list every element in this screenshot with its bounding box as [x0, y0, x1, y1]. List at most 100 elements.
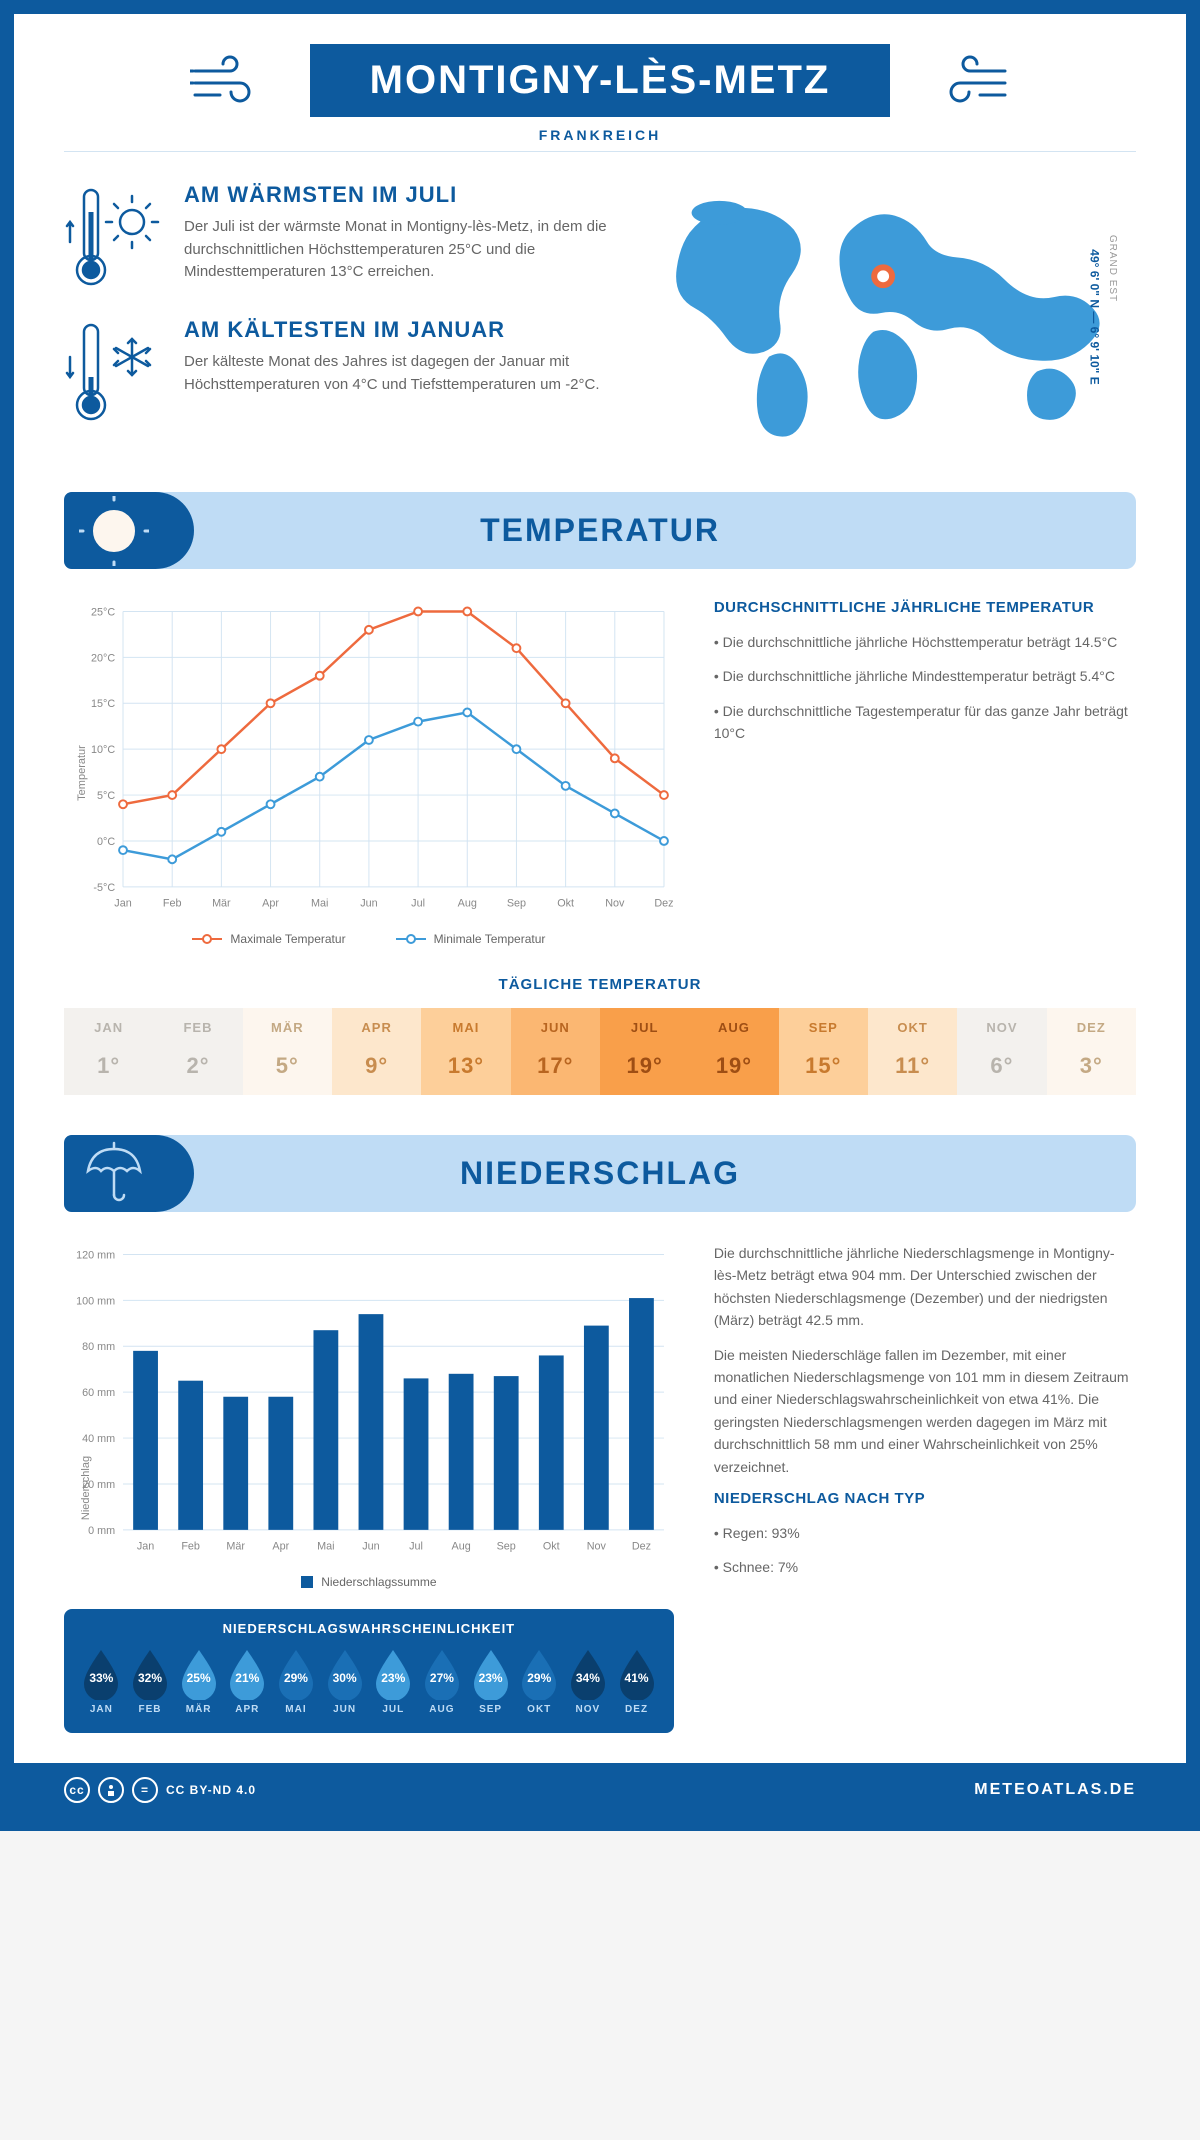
world-map-svg	[640, 182, 1136, 442]
precip-prob-title: NIEDERSCHLAGSWAHRSCHEINLICHKEIT	[79, 1621, 659, 1636]
svg-text:Nov: Nov	[605, 898, 625, 910]
nd-icon: =	[132, 1777, 158, 1803]
precip-title: NIEDERSCHLAG	[84, 1155, 1116, 1192]
cc-icon: cc	[64, 1777, 90, 1803]
svg-text:Jun: Jun	[360, 898, 377, 910]
coldest-title: AM KÄLTESTEN IM JANUAR	[184, 317, 610, 343]
precip-chart-row: Niederschlag 0 mm20 mm40 mm60 mm80 mm100…	[64, 1242, 1136, 1733]
daily-temp-cell: APR9°	[332, 1008, 421, 1095]
svg-text:80 mm: 80 mm	[82, 1341, 115, 1353]
temperature-title: TEMPERATUR	[84, 512, 1116, 549]
precip-type-title: NIEDERSCHLAG NACH TYP	[714, 1490, 1136, 1507]
temperature-line-chart: Temperatur -5°C0°C5°C10°C15°C20°C25°CJan…	[64, 599, 674, 946]
svg-text:Dez: Dez	[632, 1541, 651, 1553]
precip-prob-drop: 29%MAI	[274, 1648, 319, 1715]
svg-text:20°C: 20°C	[91, 652, 115, 664]
warmest-block: AM WÄRMSTEN IM JULI Der Juli ist der wär…	[64, 182, 610, 292]
svg-text:60 mm: 60 mm	[82, 1387, 115, 1399]
precip-banner: NIEDERSCHLAG	[64, 1135, 1136, 1212]
svg-text:Aug: Aug	[458, 898, 477, 910]
svg-text:Jun: Jun	[362, 1541, 379, 1553]
daily-temp-cell: JUN17°	[511, 1008, 600, 1095]
precip-legend-label: Niederschlagssumme	[321, 1575, 436, 1589]
temp-side-title: DURCHSCHNITTLICHE JÄHRLICHE TEMPERATUR	[714, 599, 1136, 616]
svg-text:40 mm: 40 mm	[82, 1433, 115, 1445]
daily-temp-title: TÄGLICHE TEMPERATUR	[64, 976, 1136, 993]
daily-temp-cell: FEB2°	[153, 1008, 242, 1095]
svg-text:10°C: 10°C	[91, 744, 115, 756]
warmest-title: AM WÄRMSTEN IM JULI	[184, 182, 610, 208]
precip-probability: NIEDERSCHLAGSWAHRSCHEINLICHKEIT 33%JAN32…	[64, 1609, 674, 1733]
svg-text:Dez: Dez	[654, 898, 673, 910]
precip-type-item: • Schnee: 7%	[714, 1556, 1136, 1578]
daily-temp-cell: MAI13°	[421, 1008, 510, 1095]
svg-text:25°C: 25°C	[91, 606, 115, 618]
daily-temp-cell: MÄR5°	[243, 1008, 332, 1095]
world-map: GRAND EST 49° 6' 0" N — 6° 9' 10" E	[640, 182, 1136, 452]
precip-prob-drop: 27%AUG	[420, 1648, 465, 1715]
svg-text:Jul: Jul	[409, 1541, 423, 1553]
brand: METEOATLAS.DE	[974, 1781, 1136, 1799]
precip-prob-drop: 21%APR	[225, 1648, 270, 1715]
precip-prob-drop: 25%MÄR	[176, 1648, 221, 1715]
header: MONTIGNY-LÈS-METZ	[64, 44, 1136, 117]
coldest-block: AM KÄLTESTEN IM JANUAR Der kälteste Mona…	[64, 317, 610, 427]
temperature-chart-row: Temperatur -5°C0°C5°C10°C15°C20°C25°CJan…	[64, 599, 1136, 946]
precip-legend: Niederschlagssumme	[64, 1575, 674, 1589]
daily-temperature-table: TÄGLICHE TEMPERATUR JAN1°FEB2°MÄR5°APR9°…	[64, 976, 1136, 1095]
precip-side-text: Die durchschnittliche jährliche Niedersc…	[714, 1242, 1136, 1733]
precip-text-2: Die meisten Niederschläge fallen im Deze…	[714, 1344, 1136, 1478]
legend-min: Minimale Temperatur	[434, 932, 546, 946]
svg-text:Mär: Mär	[212, 898, 231, 910]
svg-text:Okt: Okt	[557, 898, 574, 910]
precip-text-1: Die durchschnittliche jährliche Niedersc…	[714, 1242, 1136, 1332]
thermometer-hot-icon	[64, 182, 164, 292]
coldest-text: Der kälteste Monat des Jahres ist dagege…	[184, 351, 610, 396]
footer: cc = CC BY-ND 4.0 METEOATLAS.DE	[14, 1763, 1186, 1817]
precip-bar-chart: Niederschlag 0 mm20 mm40 mm60 mm80 mm100…	[64, 1242, 674, 1733]
svg-text:120 mm: 120 mm	[76, 1249, 115, 1261]
daily-temp-cell: JAN1°	[64, 1008, 153, 1095]
precip-prob-drop: 41%DEZ	[614, 1648, 659, 1715]
svg-text:5°C: 5°C	[97, 790, 115, 802]
by-icon	[98, 1777, 124, 1803]
svg-text:0 mm: 0 mm	[88, 1525, 115, 1537]
precip-prob-drop: 23%JUL	[371, 1648, 416, 1715]
svg-text:-5°C: -5°C	[93, 882, 115, 894]
svg-text:Jan: Jan	[114, 898, 131, 910]
precip-prob-drop: 30%JUN	[322, 1648, 367, 1715]
svg-text:100 mm: 100 mm	[76, 1295, 115, 1307]
thermometer-cold-icon	[64, 317, 164, 427]
daily-temp-cell: JUL19°	[600, 1008, 689, 1095]
infographic-page: MONTIGNY-LÈS-METZ FRANKREICH	[0, 0, 1200, 1831]
svg-text:Aug: Aug	[452, 1541, 471, 1553]
svg-text:Mai: Mai	[311, 898, 328, 910]
svg-text:Mai: Mai	[317, 1541, 334, 1553]
subtitle: FRANKREICH	[64, 127, 1136, 152]
temp-legend: .legend-line[style*='ee6a3e']::after{bor…	[64, 932, 674, 946]
daily-temp-cell: SEP15°	[779, 1008, 868, 1095]
precip-prob-drop: 29%OKT	[517, 1648, 562, 1715]
temp-bullet: • Die durchschnittliche jährliche Mindes…	[714, 665, 1136, 687]
temp-bullet: • Die durchschnittliche Tagestemperatur …	[714, 700, 1136, 745]
svg-text:Sep: Sep	[507, 898, 526, 910]
svg-text:Apr: Apr	[262, 898, 279, 910]
page-title: MONTIGNY-LÈS-METZ	[310, 44, 891, 117]
temperature-banner: TEMPERATUR	[64, 492, 1136, 569]
svg-text:Sep: Sep	[497, 1541, 516, 1553]
precip-ylabel: Niederschlag	[80, 1455, 92, 1519]
precip-prob-drop: 32%FEB	[128, 1648, 173, 1715]
wind-icon-right	[930, 51, 1010, 111]
license-text: CC BY-ND 4.0	[166, 1783, 256, 1797]
coords-label: 49° 6' 0" N — 6° 9' 10" E	[1087, 249, 1101, 384]
precip-type-item: • Regen: 93%	[714, 1522, 1136, 1544]
precip-prob-drop: 23%SEP	[468, 1648, 513, 1715]
svg-text:Feb: Feb	[163, 898, 182, 910]
daily-temp-cell: NOV6°	[957, 1008, 1046, 1095]
sun-icon	[79, 496, 149, 566]
precip-prob-drop: 34%NOV	[566, 1648, 611, 1715]
temp-ylabel: Temperatur	[76, 745, 88, 801]
temp-bullet: • Die durchschnittliche jährliche Höchst…	[714, 631, 1136, 653]
svg-text:Feb: Feb	[181, 1541, 200, 1553]
svg-text:Okt: Okt	[543, 1541, 560, 1553]
